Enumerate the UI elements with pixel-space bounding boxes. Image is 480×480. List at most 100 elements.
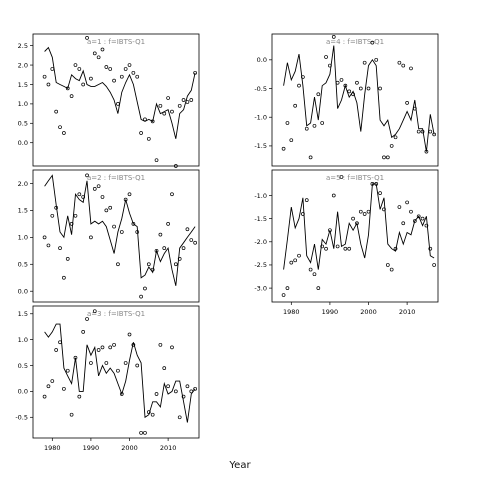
observed-point bbox=[281, 146, 286, 151]
observed-point bbox=[289, 138, 294, 143]
observed-point bbox=[366, 209, 371, 214]
x-tick-label: 1980 bbox=[283, 308, 300, 316]
observed-point bbox=[100, 47, 105, 52]
observed-point bbox=[143, 286, 147, 291]
observed-point bbox=[85, 317, 89, 321]
observed-point bbox=[108, 67, 113, 71]
observed-point bbox=[304, 126, 309, 131]
observed-point bbox=[289, 260, 294, 265]
observed-point bbox=[412, 106, 417, 111]
observed-point bbox=[135, 74, 140, 79]
observed-point bbox=[154, 158, 159, 163]
observed-point bbox=[65, 257, 70, 261]
x-tick-label: 1990 bbox=[322, 308, 339, 316]
observed-point bbox=[393, 246, 398, 251]
observed-point bbox=[331, 35, 336, 39]
observed-point bbox=[320, 244, 325, 249]
observed-point bbox=[304, 198, 309, 202]
observed-point bbox=[409, 209, 413, 214]
panel-frame bbox=[32, 305, 200, 439]
observed-point bbox=[62, 131, 66, 135]
observed-point bbox=[116, 262, 120, 267]
observed-point bbox=[351, 216, 355, 221]
observed-point bbox=[281, 293, 286, 297]
panel-5: a=5 : f=IBTS-Q1 -3.0 -2.5 -2.0 -1.5 -1.0 1980 1… bbox=[254, 169, 439, 316]
observed-point bbox=[378, 191, 382, 196]
observed-point bbox=[143, 117, 147, 122]
observed-point bbox=[131, 222, 136, 226]
observed-point bbox=[92, 309, 97, 314]
observed-point bbox=[131, 342, 136, 347]
observed-point bbox=[69, 94, 74, 98]
y-tick-label: 0.5 bbox=[18, 261, 28, 269]
fit-line bbox=[44, 323, 196, 423]
observed-point bbox=[162, 246, 167, 250]
observed-point bbox=[62, 275, 66, 280]
y-tick-label: -2.5 bbox=[254, 261, 267, 269]
panel-3: a=3 : f=IBTS-Q1 -0.5 0.0 0.5 1.0 1.5 1980 1990 2… bbox=[15, 305, 200, 452]
observed-point bbox=[150, 267, 155, 272]
observed-point bbox=[173, 389, 178, 394]
observed-point bbox=[193, 240, 197, 245]
observed-point bbox=[382, 207, 386, 212]
observed-point bbox=[146, 410, 151, 414]
observed-point bbox=[358, 86, 363, 91]
observed-point bbox=[123, 197, 128, 202]
y-tick-label: 2.5 bbox=[18, 42, 28, 50]
observed-point bbox=[96, 184, 101, 189]
panel-frame bbox=[32, 169, 200, 303]
observed-point bbox=[123, 67, 128, 71]
fit-line bbox=[283, 45, 435, 152]
observed-point bbox=[100, 195, 105, 199]
observed-point bbox=[85, 173, 89, 178]
observed-point bbox=[50, 67, 55, 71]
observed-point bbox=[297, 253, 301, 258]
observed-point bbox=[355, 80, 359, 85]
observed-point bbox=[116, 368, 120, 373]
panel-frame bbox=[271, 33, 439, 167]
observed-point bbox=[119, 230, 124, 234]
strip-label: a=2 : f=IBTS-Q1 bbox=[87, 174, 145, 182]
observed-point bbox=[96, 55, 101, 60]
observed-point bbox=[119, 74, 124, 79]
observed-point bbox=[420, 129, 425, 134]
observed-point bbox=[324, 246, 328, 251]
y-tick-label: 0.0 bbox=[18, 388, 28, 396]
observed-point bbox=[69, 222, 74, 226]
x-tick-label: 2000 bbox=[121, 444, 138, 452]
observed-point bbox=[108, 205, 113, 210]
observed-point bbox=[193, 386, 197, 391]
strip-label: a=1 : f=IBTS-Q1 bbox=[87, 38, 145, 46]
observed-point bbox=[81, 82, 86, 87]
observed-point bbox=[108, 345, 113, 350]
observed-point bbox=[185, 384, 190, 389]
observed-point bbox=[385, 263, 390, 267]
observed-point bbox=[378, 86, 382, 91]
y-tick-label: 0.5 bbox=[18, 362, 28, 370]
observed-point bbox=[405, 101, 409, 105]
observed-point bbox=[397, 60, 402, 65]
y-tick-label: 0.5 bbox=[18, 120, 28, 128]
observed-point bbox=[73, 63, 78, 67]
y-tick-label: 1.5 bbox=[18, 81, 28, 89]
observed-point bbox=[397, 205, 402, 209]
observed-point bbox=[181, 98, 186, 102]
observed-point bbox=[135, 230, 140, 234]
observed-point bbox=[131, 70, 136, 75]
observed-point bbox=[189, 238, 194, 242]
observed-point bbox=[42, 235, 47, 240]
observed-point bbox=[173, 262, 178, 267]
observed-point bbox=[150, 412, 155, 417]
observed-point bbox=[42, 74, 47, 79]
observed-point bbox=[312, 123, 317, 128]
observed-point bbox=[424, 223, 429, 228]
y-tick-label: -2.0 bbox=[254, 238, 267, 246]
y-tick-label: -1.5 bbox=[254, 215, 267, 223]
observed-point bbox=[50, 379, 55, 383]
x-tick-label: 1990 bbox=[83, 444, 100, 452]
observed-point bbox=[166, 222, 170, 226]
observed-point bbox=[347, 89, 352, 94]
strip-label: a=4 : f=IBTS-Q1 bbox=[326, 38, 384, 46]
observed-point bbox=[351, 92, 355, 97]
fit-line bbox=[44, 174, 196, 286]
